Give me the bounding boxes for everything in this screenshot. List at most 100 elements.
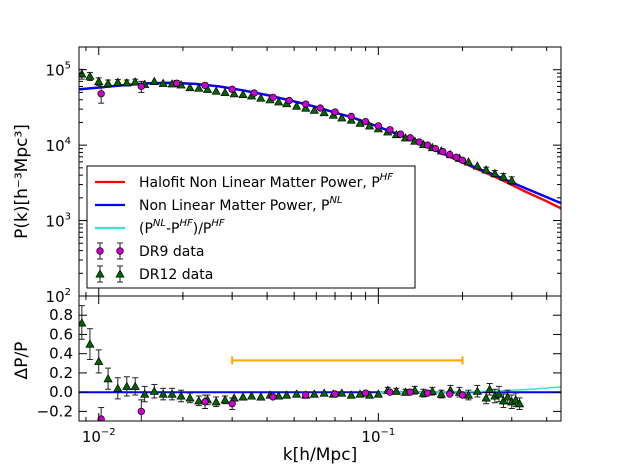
legend-text-part: -P	[166, 221, 180, 237]
legend-box	[86, 165, 416, 289]
dr12-bottom-point	[140, 389, 150, 398]
dr12-bottom-point	[256, 392, 266, 401]
legend-label-dr9: DR9 data	[139, 244, 204, 260]
dr12-top-point	[220, 87, 230, 96]
dr9-top-point	[173, 79, 181, 87]
dr12-bottom-point	[503, 392, 513, 401]
top-y-tick-label: 104	[46, 136, 71, 155]
tick-base: 10	[46, 137, 65, 155]
dr9-top-point	[458, 156, 467, 164]
bottom-y-axis-label: ΔP/P	[12, 342, 32, 380]
legend-superscript: NL	[329, 195, 342, 206]
dr12-bottom-point	[167, 389, 177, 398]
tick-exponent: 5	[65, 61, 71, 72]
dr12-bottom-point	[122, 381, 132, 390]
bottom-y-tick-label: 0.0	[49, 383, 73, 401]
dr9-top-point	[423, 141, 432, 149]
legend-label-halofit: Halofit Non Linear Matter Power, PHF	[139, 172, 393, 191]
dr12-bottom-point	[472, 386, 482, 395]
dr12-top-point	[256, 93, 266, 102]
dr12-bottom-point	[337, 388, 347, 397]
dr12-top-point	[309, 105, 319, 114]
dr12-bottom-point	[319, 388, 329, 397]
dr12-top-point	[337, 113, 347, 122]
dr9-bottom-point	[228, 400, 236, 408]
dr12-top-point	[185, 82, 195, 92]
dr12-bottom-point	[176, 391, 186, 400]
dr9-top-point	[406, 134, 414, 142]
dr9-bottom-point	[406, 388, 414, 396]
tick-exponent: 4	[65, 136, 71, 147]
legend-superscript: HF	[179, 218, 193, 229]
dr12-top-point	[507, 175, 517, 185]
bottom-series-layer	[79, 305, 561, 421]
tick-exponent: −2	[101, 427, 116, 438]
dr9-bottom-point	[269, 393, 277, 401]
top-y-tick-label: 102	[46, 287, 71, 306]
dr9-bottom-point	[458, 391, 467, 399]
legend-label-dr12: DR12 data	[139, 267, 213, 283]
dr12-top-point	[291, 101, 302, 110]
dr12-bottom-point	[103, 373, 113, 383]
dr12-top-point	[149, 76, 159, 85]
dr12-top-point	[274, 97, 284, 106]
dr9-top-point	[285, 96, 293, 105]
bottom-y-tick-label: −0.2	[37, 402, 73, 420]
dr12-bottom-point	[246, 391, 257, 400]
dr12-bottom-point	[113, 383, 123, 392]
legend-text-part: (P	[139, 221, 153, 237]
dr9-bottom-point	[137, 407, 145, 416]
dr12-bottom-point	[481, 393, 491, 402]
dr12-bottom-point	[373, 389, 383, 398]
dr12-top-point	[122, 78, 132, 87]
dr9-bottom-point	[97, 415, 105, 421]
dr9-top-point	[396, 130, 405, 138]
top-y-tick-label: 105	[46, 61, 71, 80]
bottom-panel: 0.80.60.40.20.0−0.210−2 10−1 ΔP/P k[h/Mpc…	[12, 295, 562, 465]
dr12-bottom-point	[211, 397, 221, 406]
tick-base: 10	[46, 62, 65, 80]
dr9-top-point	[415, 138, 423, 146]
legend-label-ratio: (PNL-PHF)/PHF	[139, 218, 225, 237]
bottom-y-tick-label: 0.2	[49, 364, 73, 382]
bottom-y-tick-label: 0.4	[49, 345, 73, 363]
tick-base: 10	[361, 428, 380, 446]
dr9-top-point	[452, 153, 460, 161]
dr9-top-point	[228, 85, 236, 93]
dr12-top-point	[355, 118, 365, 127]
tick-exponent: 2	[65, 287, 71, 298]
dr12-bottom-point	[436, 389, 446, 398]
dr12-top-point	[498, 172, 508, 181]
tick-base: 10	[82, 428, 101, 446]
dr12-top-point	[319, 107, 329, 117]
dr9-bottom-point	[423, 389, 432, 397]
dr12-top-point	[211, 86, 221, 95]
dr12-bottom-point	[485, 384, 495, 393]
dr12-top-point	[94, 76, 104, 85]
dr9-top-point	[374, 122, 383, 130]
legend-marker-dr12	[115, 269, 125, 278]
dr9-bottom-point	[302, 391, 310, 399]
x-tick-label: 10−1	[361, 427, 395, 446]
dr12-bottom-point	[149, 386, 159, 395]
dr12-bottom-point	[463, 390, 474, 399]
legend: Halofit Non Linear Matter Power, PHFNon …	[86, 165, 416, 289]
dr12-bottom-point	[511, 395, 521, 404]
x-axis-label: k[h/Mpc]	[283, 445, 357, 465]
dr9-top-point	[439, 147, 447, 156]
tick-base: 10	[46, 213, 65, 231]
dr9-top-point	[97, 90, 105, 98]
bottom-panel-frame	[78, 295, 562, 422]
dr9-top-point	[431, 144, 440, 153]
dr9-top-point	[201, 81, 209, 90]
dr12-top-point	[194, 83, 204, 92]
dr12-bottom-point	[391, 386, 401, 395]
dr9-bottom-point	[446, 390, 454, 398]
dr12-top-point	[103, 78, 113, 87]
legend-text-part: Non Linear Matter Power, P	[139, 198, 329, 214]
dr12-bottom-point	[309, 389, 319, 398]
dr9-bottom-point	[331, 390, 339, 398]
dr9-top-point	[137, 82, 145, 91]
legend-text-part: Halofit Non Linear Matter Power, P	[139, 175, 380, 191]
